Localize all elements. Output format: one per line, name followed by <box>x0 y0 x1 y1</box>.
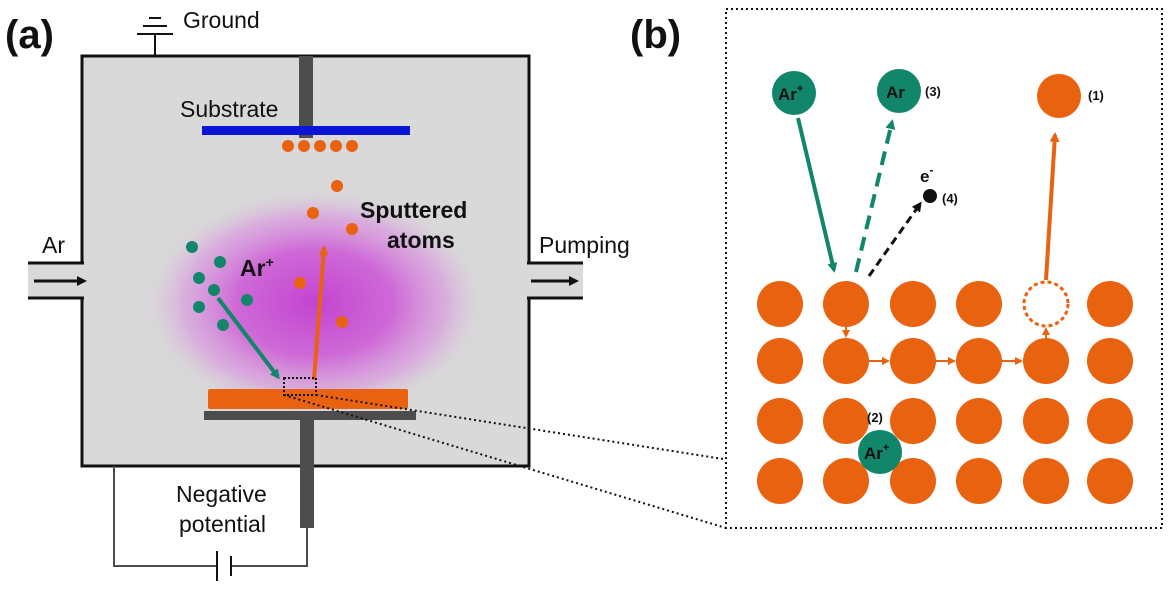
substrate-holder-rod <box>299 56 313 138</box>
marker-1: (1) <box>1088 88 1104 103</box>
ground-label: Ground <box>183 7 260 33</box>
marker-3: (3) <box>925 84 941 99</box>
ar-ion-label: Ar+ <box>240 254 274 281</box>
implanted-ar-ion <box>858 430 902 474</box>
sputter-trajectory-arrow <box>312 245 329 381</box>
panel-a-label: (a) <box>5 13 54 57</box>
implanted-ar-ion-label: Ar+ <box>864 442 889 463</box>
sputtered-atoms-label-line1: Sputtered <box>360 197 467 223</box>
panel-b-label: (b) <box>630 13 681 57</box>
plasma-glow <box>140 185 490 421</box>
zoom-region-box <box>283 377 317 396</box>
substrate-label: Substrate <box>180 96 278 122</box>
deposited-atoms <box>282 140 358 152</box>
secondary-electron-arrow <box>867 201 922 277</box>
pumping-outlet-pipe <box>525 261 583 300</box>
cathode-plate <box>204 411 416 420</box>
argon-ions <box>186 241 253 331</box>
target-lattice <box>757 281 1133 504</box>
marker-4: (4) <box>942 191 958 206</box>
substrate-plate <box>202 126 410 135</box>
reflected-ar-label: Ar <box>886 83 905 102</box>
cathode-rod <box>300 420 314 528</box>
vacancy-site <box>1022 280 1070 328</box>
collision-cascade <box>842 324 1050 365</box>
sputtered-atom <box>1037 74 1081 118</box>
negative-potential-label-line2: potential <box>179 511 266 537</box>
sputtered-atom-arrow <box>1044 132 1060 281</box>
bias-circuit <box>113 466 308 581</box>
incoming-ar-ion-label: Ar+ <box>778 83 803 104</box>
incoming-ion-arrow <box>796 117 838 273</box>
panel-b: (b) <box>630 8 1163 529</box>
reflected-ar-atom <box>877 69 921 113</box>
incoming-ar-ion <box>772 71 816 115</box>
sputter-target <box>208 389 408 409</box>
panel-a: (a) Ground Ar Pumpin <box>5 7 630 581</box>
marker-2: (2) <box>867 410 883 425</box>
pumping-label: Pumping <box>539 232 630 258</box>
sputtered-atoms-flight <box>294 180 358 328</box>
sputtered-atoms-label-line2: atoms <box>387 227 455 253</box>
zoom-connectors <box>283 394 1163 529</box>
ar-inlet-label: Ar <box>42 232 65 258</box>
ground-symbol <box>137 17 173 56</box>
gas-inlet-pipe <box>28 261 87 300</box>
ion-trajectory-arrow <box>216 296 280 380</box>
negative-potential-label-line1: Negative <box>176 481 267 507</box>
reflected-ar-arrow <box>854 119 896 273</box>
secondary-electron <box>923 189 937 203</box>
electron-label: e- <box>920 163 933 186</box>
